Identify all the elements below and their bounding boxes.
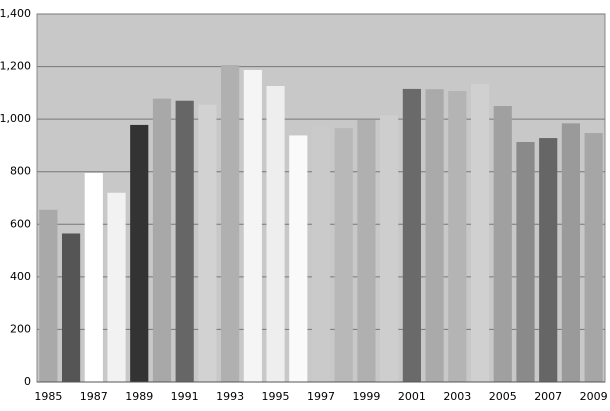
- x-tick-label: 2009: [580, 390, 608, 403]
- bar: [402, 88, 421, 383]
- y-tick-label: 600: [10, 217, 31, 230]
- bar: [470, 83, 490, 383]
- x-tick-label: 1985: [34, 390, 62, 403]
- bar: [130, 124, 149, 382]
- bar: [289, 135, 308, 382]
- bar: [425, 89, 444, 383]
- x-tick-label: 2007: [534, 390, 562, 403]
- x-tick-label: 1989: [125, 390, 153, 403]
- y-tick-label: 200: [10, 322, 31, 335]
- bar: [152, 98, 172, 382]
- x-tick-label: 1997: [307, 390, 335, 403]
- bar: [493, 106, 512, 382]
- x-tick-label: 2005: [489, 390, 517, 403]
- bar: [266, 86, 285, 382]
- bar: [448, 91, 467, 382]
- bar: [198, 104, 217, 382]
- bar: [61, 233, 81, 382]
- bar: [221, 64, 240, 382]
- x-tick-label: 1995: [262, 390, 290, 403]
- x-tick-label: 1999: [352, 390, 380, 403]
- bar: [175, 100, 194, 382]
- x-tick-label: 1993: [216, 390, 244, 403]
- x-tick-label: 2001: [398, 390, 426, 403]
- x-tick-label: 2003: [443, 390, 471, 403]
- y-tick-label: 400: [10, 270, 31, 283]
- bar: [334, 128, 353, 382]
- bar: [539, 138, 558, 382]
- x-tick-label: 1987: [80, 390, 108, 403]
- y-tick-label: 1,200: [0, 60, 31, 73]
- bar: [39, 209, 58, 382]
- x-tick-label: 1991: [171, 390, 199, 403]
- bar: [107, 192, 126, 382]
- y-tick-label: 800: [10, 165, 31, 178]
- y-tick-label: 1,400: [0, 7, 31, 20]
- y-tick-label: 1,000: [0, 112, 31, 125]
- y-tick-label: 0: [24, 375, 31, 388]
- bar: [584, 133, 603, 382]
- bar: [311, 125, 331, 382]
- bar: [561, 123, 581, 382]
- bar: [84, 173, 103, 382]
- bar: [357, 119, 376, 382]
- bar: [243, 69, 262, 382]
- bar: [516, 142, 535, 382]
- bar: [380, 115, 399, 382]
